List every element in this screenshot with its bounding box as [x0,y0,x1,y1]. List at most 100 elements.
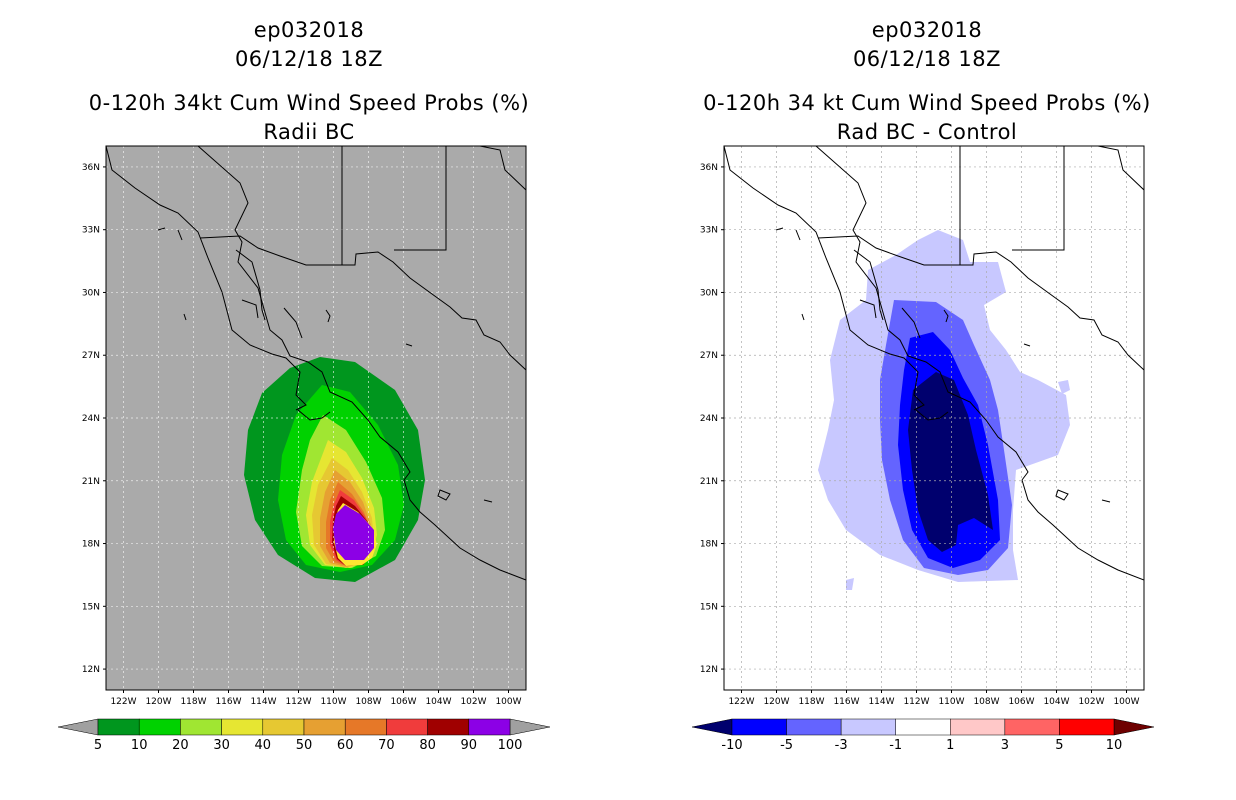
contour-100 [333,505,374,560]
lat-tick-label: 30N [700,288,718,298]
coastline-segment [483,499,493,503]
lon-tick-label: 122W [110,697,136,707]
lon-tick-label: 112W [285,697,311,707]
colorbar-segment [386,718,428,736]
colorbar-label: 70 [378,738,395,753]
colorbar-label: -1 [889,738,902,753]
coastline-segment [817,235,1145,371]
lon-tick-label: 108W [973,697,999,707]
lon-tick-label: 116W [833,697,859,707]
lon-tick-label: 102W [1078,697,1104,707]
colorbar-segment [427,718,470,736]
colorbar: -10 -5 -3 -1 1 3 5 10 [691,718,1155,753]
lat-tick-label: 30N [82,288,100,298]
lat-tick-label: 24N [82,414,100,424]
colorbar-label: 1 [946,738,954,753]
colorbar-segment [950,718,1006,736]
colorbar-label: -5 [780,738,793,753]
coastline-segment [801,313,805,321]
colorbar-label: 10 [1106,738,1123,753]
colorbar-label: -10 [721,738,742,753]
lon-tick-label: 100W [1113,697,1139,707]
colorbar-label: 20 [172,738,189,753]
left-panel: ep032018 06/12/18 18Z 0-120h 34kt Cum Wi… [57,18,551,753]
colorbar-segment [731,718,787,736]
lat-tick-label: 12N [700,665,718,675]
coastline-segment [283,307,303,339]
colorbar-over-triangle [509,718,551,736]
colorbar-segment [303,718,346,736]
lat-tick-label: 27N [82,351,100,361]
colorbar-label: 100 [498,738,523,753]
forecast-time: 06/12/18 18Z [234,47,384,71]
lon-tick-label: 106W [390,697,416,707]
coastline-segment [197,145,411,481]
colorbar-label: 10 [131,738,148,753]
probability-map: 36N 33N 30N 27N 24N 21N 18N 15N 12N 122W 120W 118W 1… [57,145,551,753]
colorbar-segment [97,718,140,736]
grid-lines [106,146,526,690]
lat-tick-label: 18N [82,540,100,550]
difference-map: 36N 33N 30N 27N 24N 21N 18N 15N 12N 122W 120W 118W 1… [691,145,1155,753]
axis-labels: 36N 33N 30N 27N 24N 21N 18N 15N 12N 122W 120W 118W 1… [82,163,522,707]
difference-contours [818,230,1070,590]
colorbar-label: 30 [213,738,230,753]
lat-tick-label: 18N [700,540,718,550]
lon-tick-label: 104W [1043,697,1069,707]
coastlines [723,145,1145,581]
coastline-segment [177,229,183,241]
lon-tick-label: 114W [868,697,894,707]
colorbar-label: 60 [337,738,354,753]
contour-minus-10 [908,372,993,552]
forecast-time: 06/12/18 18Z [852,47,1002,71]
coastline-segment [1012,146,1065,251]
lon-tick-label: 122W [728,697,754,707]
storm-id: ep032018 [871,18,983,42]
axis-labels: 36N 33N 30N 27N 24N 21N 18N 15N 12N 122W 120W 118W 1… [700,163,1140,707]
coastline-segment [479,145,527,191]
lon-tick-label: 112W [903,697,929,707]
colorbar-segment [262,718,305,736]
lat-tick-label: 36N [82,163,100,173]
colorbar-label: 5 [94,738,102,753]
lon-tick-label: 118W [798,697,824,707]
coastline-segment [723,145,925,411]
coastline-segment [1101,499,1111,503]
lat-tick-label: 15N [700,602,718,612]
coastline-segment [235,249,266,321]
colorbar-segment [468,718,511,736]
coastline-segment [297,409,331,421]
lat-tick-label: 21N [700,477,718,487]
colorbar-label: 80 [419,738,436,753]
lon-tick-label: 114W [250,697,276,707]
coastline-segment [815,145,1029,481]
lon-tick-label: 106W [1008,697,1034,707]
lon-tick-label: 120W [763,697,789,707]
colorbar-label: 40 [255,738,272,753]
colorbar-label: -3 [835,738,848,753]
lon-tick-label: 100W [495,697,521,707]
colorbar-segment [1004,718,1060,736]
coastline-segment [1055,489,1069,501]
coastline-segment [157,227,166,231]
colorbar-segment [221,718,264,736]
colorbar-under-triangle [691,718,733,736]
lon-tick-label: 108W [355,697,381,707]
coastline-segment [437,489,451,501]
lat-tick-label: 33N [700,226,718,236]
coastline-segment [199,235,527,371]
coastlines [105,145,527,581]
storm-id: ep032018 [253,18,365,42]
coastline-segment [853,249,884,321]
coastline-segment [1023,343,1031,347]
lon-tick-label: 120W [145,697,171,707]
colorbar-label: 50 [296,738,313,753]
colorbar-segment [786,718,842,736]
colorbar-label: 3 [1001,738,1009,753]
chart-title: 0-120h 34 kt Cum Wind Speed Probs (%) [703,91,1151,115]
lat-tick-label: 15N [82,602,100,612]
chart-subtitle: Rad BC - Control [836,120,1018,144]
coastline-segment [241,299,259,319]
lat-tick-label: 33N [82,226,100,236]
lon-tick-label: 110W [320,697,346,707]
